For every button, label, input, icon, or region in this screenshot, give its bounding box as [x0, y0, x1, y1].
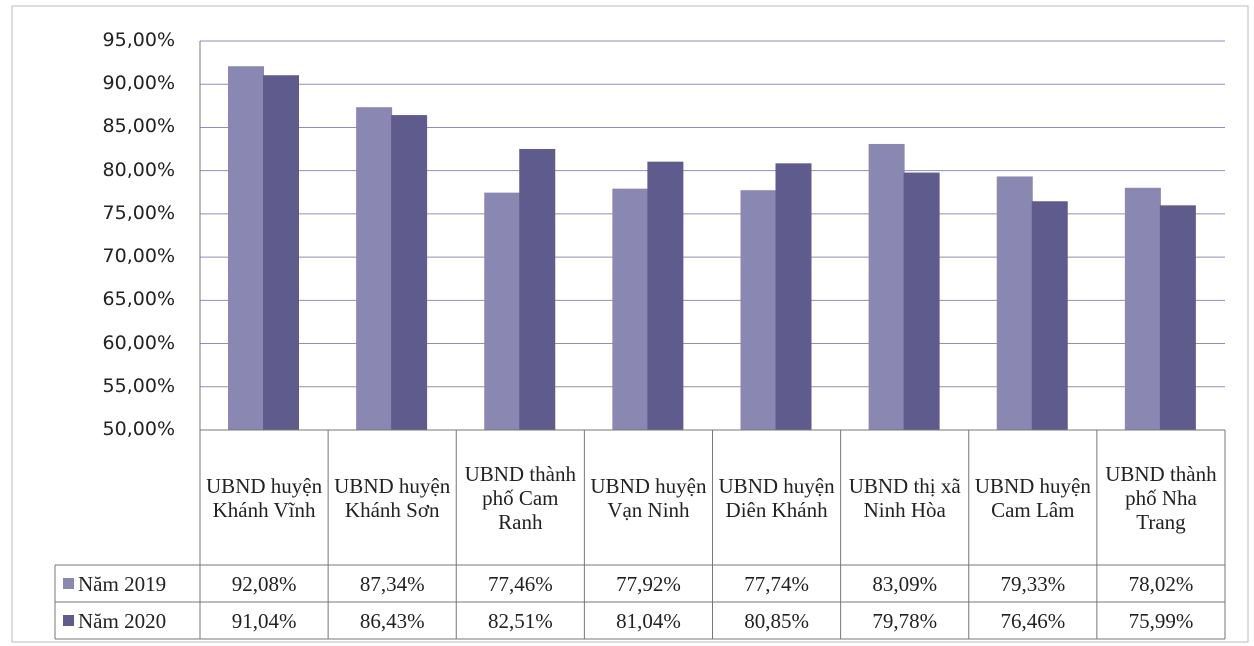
x-tick-label: UBND huyện Vạn Ninh	[590, 473, 707, 522]
legend-label: Năm 2020	[78, 608, 167, 633]
y-tick-label: 70,00%	[102, 245, 175, 268]
bar	[1124, 187, 1161, 430]
y-tick-label: 60,00%	[102, 331, 175, 354]
bar	[903, 172, 940, 430]
value-label: 77,92%	[616, 571, 681, 596]
y-tick-label: 90,00%	[102, 72, 175, 95]
x-tick-label: UBND thị xã Ninh Hòa	[848, 473, 961, 522]
bar	[612, 188, 649, 430]
bar	[391, 115, 428, 430]
x-tick-label: UBND thành phố Cam Ranh	[464, 461, 577, 534]
chart-border	[11, 5, 1249, 643]
value-label: 79,33%	[1000, 571, 1066, 596]
value-label: 87,34%	[359, 571, 425, 596]
legend-swatch	[63, 578, 74, 589]
x-tick-label: UBND huyện Cam Lâm	[974, 473, 1091, 522]
bar	[228, 66, 264, 431]
bar	[740, 190, 777, 430]
bar	[996, 176, 1033, 430]
value-label: 80,85%	[744, 608, 809, 633]
value-label: 81,04%	[616, 608, 681, 633]
bar	[1159, 205, 1196, 430]
bar	[356, 107, 393, 431]
value-label: 75,99%	[1128, 608, 1194, 633]
y-tick-label: 75,00%	[102, 201, 175, 224]
x-tick-label: UBND huyện Khánh Vĩnh	[206, 473, 323, 522]
bar	[1031, 201, 1068, 430]
value-label: 78,02%	[1128, 571, 1194, 596]
value-label: 92,08%	[231, 571, 297, 596]
value-label: 83,09%	[872, 571, 938, 596]
y-tick-label: 80,00%	[102, 158, 175, 181]
bar	[647, 161, 684, 430]
value-label: 82,51%	[487, 608, 553, 633]
x-tick-label: UBND huyện Diên Khánh	[718, 473, 835, 522]
y-tick-label: 50,00%	[102, 418, 175, 440]
value-label: 76,46%	[1000, 608, 1066, 633]
x-tick-label: UBND thành phố Nha Trang	[1105, 461, 1217, 534]
value-label: 86,43%	[359, 608, 425, 633]
legend-label: Năm 2019	[78, 571, 167, 596]
bar	[263, 75, 299, 431]
bar	[775, 163, 812, 430]
bar	[484, 192, 521, 430]
value-label: 77,46%	[487, 571, 553, 596]
y-tick-label: 85,00%	[102, 115, 175, 138]
bar	[868, 143, 905, 431]
y-tick-label: 65,00%	[102, 288, 175, 311]
value-label: 79,78%	[872, 608, 938, 633]
y-tick-label: 55,00%	[102, 374, 175, 397]
y-tick-label: 95,00%	[102, 29, 175, 51]
value-label: 77,74%	[744, 571, 809, 596]
bar	[519, 148, 556, 430]
x-tick-label: UBND huyện Khánh Sơn	[334, 473, 451, 522]
value-label: 91,04%	[231, 608, 297, 633]
legend-swatch	[63, 615, 74, 626]
